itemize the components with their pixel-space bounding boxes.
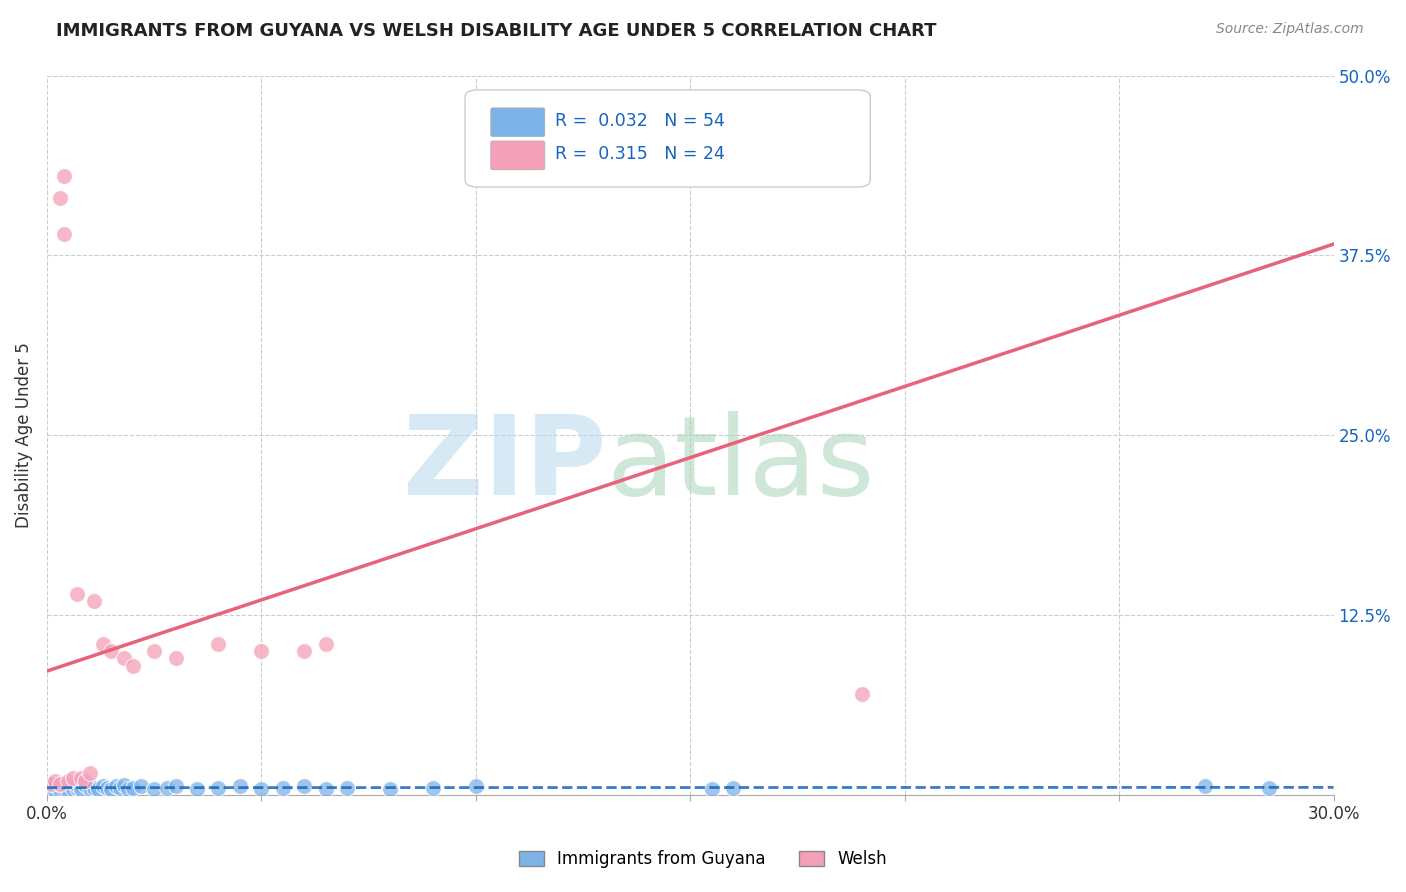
- Point: [66, 778, 89, 792]
- Point: [53, 776, 76, 790]
- Y-axis label: Disability Age Under 5: Disability Age Under 5: [15, 343, 32, 528]
- Point: [100, 782, 122, 797]
- Point: [58, 783, 80, 797]
- Point: [336, 780, 359, 795]
- Point: [62, 782, 84, 797]
- Point: [121, 780, 143, 795]
- Point: [62, 771, 84, 785]
- Point: [75, 773, 97, 788]
- Point: [315, 782, 337, 797]
- Point: [79, 782, 101, 797]
- Point: [186, 782, 208, 797]
- Point: [58, 780, 80, 795]
- Text: Source: ZipAtlas.com: Source: ZipAtlas.com: [1216, 22, 1364, 37]
- Point: [229, 780, 252, 794]
- Point: [292, 644, 315, 658]
- Point: [49, 778, 72, 792]
- Point: [207, 637, 229, 651]
- Point: [378, 782, 401, 797]
- Text: R =  0.315   N = 24: R = 0.315 N = 24: [555, 145, 725, 163]
- Point: [66, 780, 89, 795]
- Text: R =  0.032   N = 54: R = 0.032 N = 54: [555, 112, 725, 130]
- Point: [271, 780, 294, 795]
- Point: [39, 783, 62, 797]
- Point: [75, 778, 97, 792]
- Point: [91, 637, 114, 651]
- Point: [83, 780, 105, 795]
- Point: [422, 780, 444, 795]
- Point: [39, 778, 62, 792]
- Point: [143, 644, 166, 658]
- Point: [49, 783, 72, 797]
- Point: [851, 687, 873, 701]
- Point: [39, 780, 62, 795]
- Point: [721, 780, 744, 795]
- Point: [70, 782, 93, 797]
- Point: [100, 644, 122, 658]
- Point: [44, 780, 66, 794]
- Point: [1194, 780, 1216, 794]
- Point: [79, 766, 101, 780]
- Point: [700, 782, 723, 797]
- Text: ZIP: ZIP: [404, 410, 606, 517]
- Point: [83, 594, 105, 608]
- Point: [87, 782, 110, 797]
- Point: [1258, 780, 1281, 795]
- Point: [91, 780, 114, 794]
- Point: [96, 780, 118, 795]
- FancyBboxPatch shape: [491, 141, 544, 169]
- Point: [70, 780, 93, 794]
- Point: [129, 780, 152, 794]
- FancyBboxPatch shape: [491, 108, 544, 136]
- Point: [143, 782, 166, 797]
- Point: [112, 778, 135, 792]
- Point: [49, 776, 72, 790]
- Point: [250, 644, 273, 658]
- Point: [62, 780, 84, 794]
- Point: [44, 773, 66, 788]
- Point: [53, 782, 76, 797]
- Point: [53, 780, 76, 794]
- Point: [39, 776, 62, 790]
- Point: [79, 780, 101, 794]
- Point: [49, 191, 72, 205]
- Point: [112, 651, 135, 665]
- FancyBboxPatch shape: [465, 90, 870, 187]
- Point: [53, 227, 76, 241]
- Point: [165, 651, 187, 665]
- Point: [207, 780, 229, 795]
- Point: [58, 778, 80, 792]
- Point: [53, 169, 76, 184]
- Point: [104, 780, 127, 794]
- Point: [156, 780, 179, 795]
- Point: [121, 658, 143, 673]
- Text: IMMIGRANTS FROM GUYANA VS WELSH DISABILITY AGE UNDER 5 CORRELATION CHART: IMMIGRANTS FROM GUYANA VS WELSH DISABILI…: [56, 22, 936, 40]
- Point: [58, 773, 80, 788]
- Point: [70, 771, 93, 785]
- Point: [44, 783, 66, 797]
- Point: [117, 782, 139, 797]
- Point: [49, 780, 72, 795]
- Point: [44, 776, 66, 790]
- Point: [250, 782, 273, 797]
- Point: [165, 780, 187, 794]
- Point: [66, 586, 89, 600]
- Point: [464, 780, 486, 794]
- Point: [315, 637, 337, 651]
- Legend: Immigrants from Guyana, Welsh: Immigrants from Guyana, Welsh: [512, 844, 894, 875]
- Point: [44, 782, 66, 797]
- Point: [108, 780, 131, 795]
- Point: [292, 780, 315, 794]
- Text: atlas: atlas: [606, 410, 875, 517]
